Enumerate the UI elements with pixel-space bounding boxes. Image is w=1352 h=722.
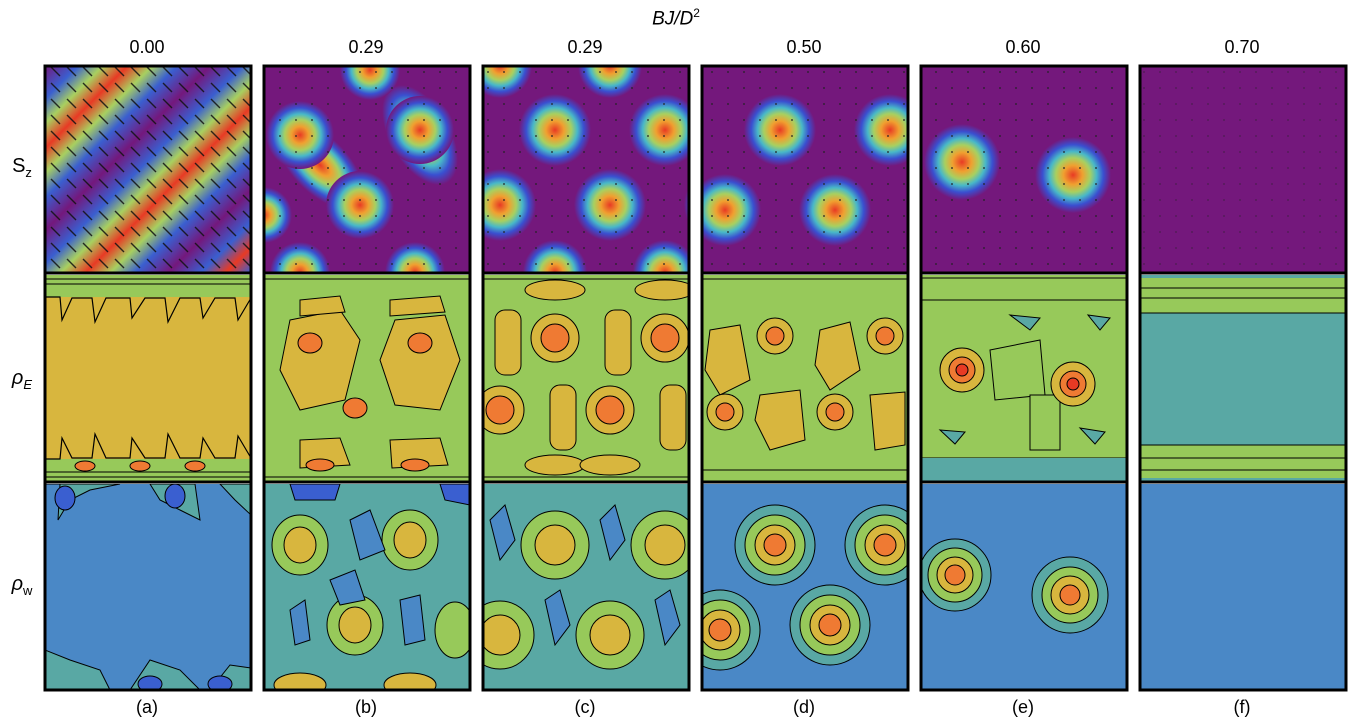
panel-label-b: (b) [355,697,377,717]
column-value-f: 0.70 [1224,37,1260,57]
title-text: BJ/D [652,8,694,30]
column-value-b: 0.29 [348,37,384,57]
column-frame-e [919,64,1129,692]
row-label-sz: Sz [12,155,32,180]
figure-title: BJ/D2 [0,6,1352,30]
row-label-rho-e: ρE [11,367,33,392]
panel-label-f: (f) [1233,697,1251,717]
row-label-rho-w: ρw [11,573,33,598]
rhow-panel-d [702,484,908,690]
column-value-c: 0.29 [567,37,603,57]
sz-panel-d [702,66,908,272]
title-superscript: 2 [693,6,700,20]
column-frame-f [1138,64,1348,692]
sz-panel-e [921,66,1127,272]
panel-label-a: (a) [136,697,158,717]
rhoE-panel-f [1140,275,1346,481]
sz-panel-f [1140,66,1346,272]
rhow-panel-e [921,484,1127,690]
row-dividers [45,271,1346,484]
column-value-a: 0.00 [129,37,165,57]
panel-label-e: (e) [1012,697,1034,717]
rhoE-panel-e [921,275,1127,481]
column-frame-b [262,64,472,692]
column-value-d: 0.50 [786,37,822,57]
column-frame-c [481,64,691,692]
panel-label-d: (d) [793,697,815,717]
sz-panel-c [483,66,689,272]
rhoE-panel-c [483,275,689,481]
rhoE-panel-b [264,275,470,481]
sz-panel-a [45,66,251,272]
column-frame-a [43,64,253,692]
rhoE-panel-a [45,275,251,481]
rhow-panel-c [483,484,689,690]
rhow-panel-b [264,484,470,690]
panel-label-c: (c) [574,697,596,717]
rhoE-panel-d [702,275,908,481]
column-frame-d [700,64,910,692]
rhow-panel-a [45,484,251,690]
column-value-e: 0.60 [1005,37,1041,57]
sz-panel-b [264,66,470,272]
rhow-panel-f [1140,484,1346,690]
